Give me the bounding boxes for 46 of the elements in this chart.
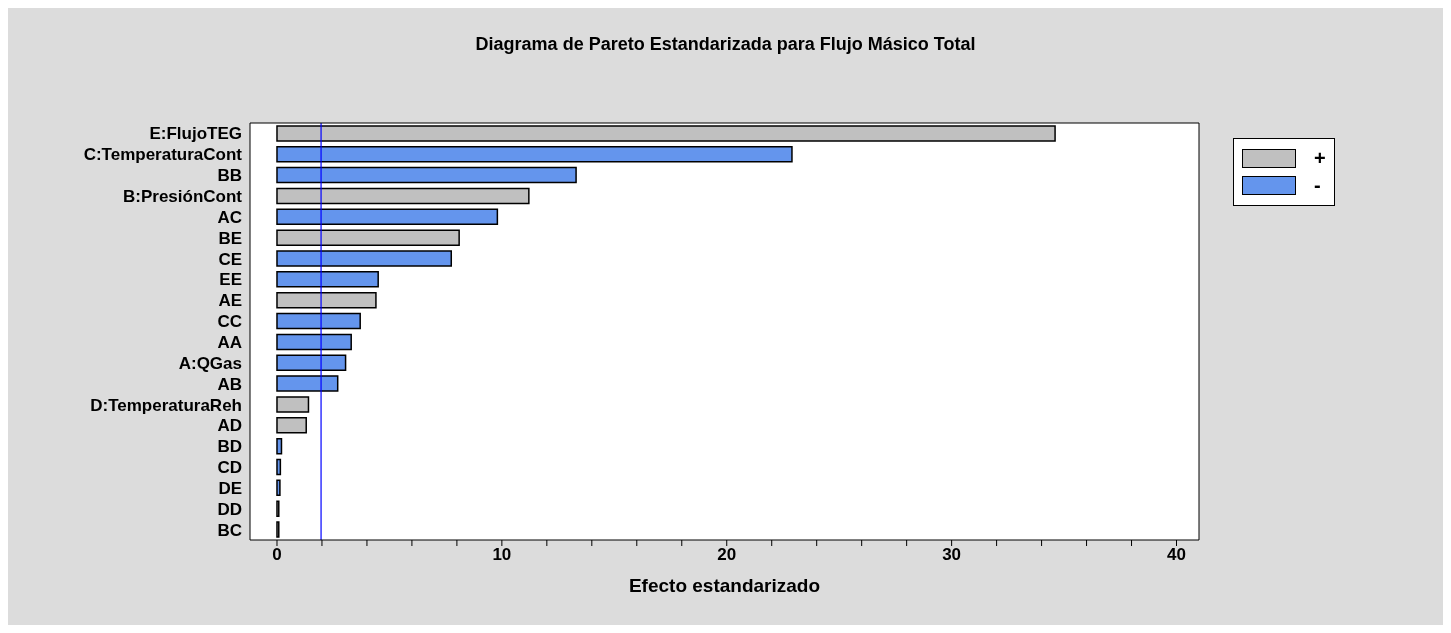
y-tick-label: A:QGas — [178, 353, 242, 373]
y-tick-label: BC — [217, 520, 242, 540]
y-tick-label: BB — [217, 166, 242, 186]
bar — [276, 291, 377, 309]
y-tick-label: AB — [217, 374, 242, 394]
x-tick-label: 0 — [272, 545, 282, 565]
bar — [276, 250, 453, 267]
bar — [276, 271, 379, 288]
bar — [276, 396, 310, 413]
y-tick-label: AA — [217, 332, 242, 352]
bar — [276, 437, 283, 455]
x-tick-label: 30 — [942, 545, 962, 565]
y-tick-label: DE — [218, 478, 242, 498]
bar — [276, 479, 281, 497]
y-tick-label: CE — [218, 249, 242, 269]
y-tick-label: CC — [217, 312, 242, 332]
bar — [276, 166, 577, 184]
y-tick-label: C:TemperaturaCont — [83, 145, 243, 165]
bar — [276, 146, 793, 163]
bar — [276, 229, 460, 246]
bar — [276, 458, 282, 476]
x-axis-title: Efecto estandarizado — [628, 575, 821, 596]
bar — [276, 208, 499, 226]
chart-title: Diagrama de Pareto Estandarizada para Flujo Másico Total — [474, 34, 977, 55]
bar — [276, 312, 361, 330]
bar — [276, 187, 530, 205]
x-tick-label: 20 — [717, 545, 737, 565]
legend-label: + — [1314, 147, 1326, 170]
y-tick-label: BD — [217, 437, 242, 457]
legend-label: - — [1314, 174, 1322, 197]
y-tick-label: EE — [219, 270, 242, 290]
y-tick-label: E:FlujoTEG — [149, 124, 242, 144]
x-tick-label: 40 — [1167, 545, 1186, 565]
y-tick-label: CD — [217, 458, 242, 478]
y-tick-label: D:TemperaturaReh — [90, 395, 242, 415]
bar — [276, 375, 339, 392]
y-tick-label: BE — [218, 228, 242, 248]
bar — [276, 333, 352, 351]
y-tick-label: DD — [217, 499, 242, 519]
bar — [276, 354, 347, 372]
x-tick-label: 10 — [492, 545, 512, 565]
bar — [276, 417, 307, 434]
y-tick-label: AE — [218, 291, 242, 311]
y-tick-label: AC — [217, 207, 242, 227]
y-tick-label: AD — [217, 416, 242, 436]
y-tick-label: B:PresiónCont — [123, 187, 243, 207]
